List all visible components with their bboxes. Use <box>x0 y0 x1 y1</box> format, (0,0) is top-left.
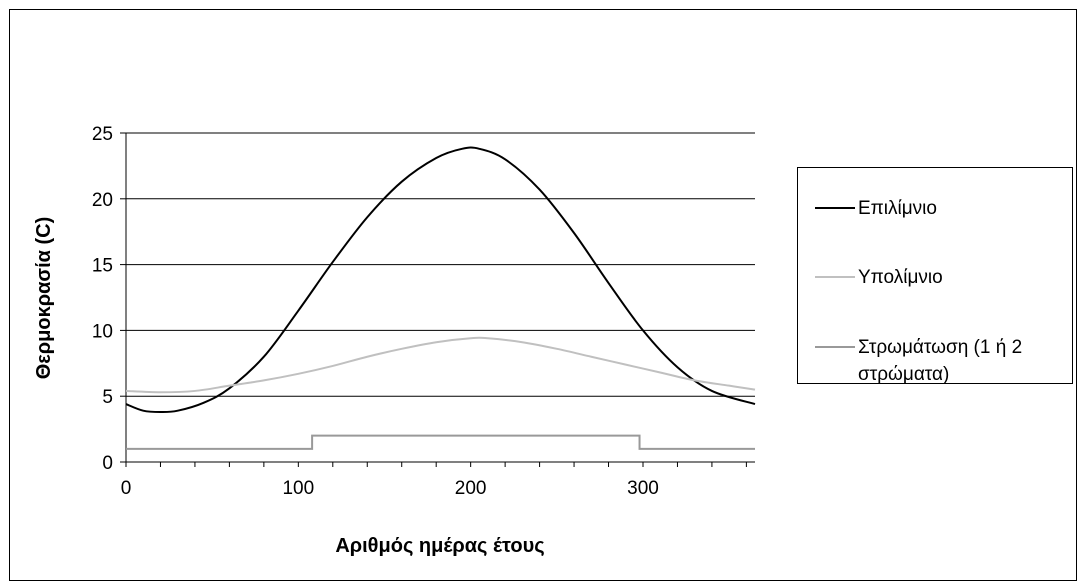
legend-swatch <box>815 276 855 278</box>
x-tick-label: 300 <box>627 478 659 499</box>
legend-label: Στρωμάτωση (1 ή 2 στρώματα) <box>858 337 1023 385</box>
series-line-2 <box>125 336 756 394</box>
legend-item-1: Επιλίμνιο <box>815 195 1066 255</box>
y-tick-label: 20 <box>92 190 113 211</box>
legend: Επιλίμνιο Υπολίμνιο Στρωμάτωση (1 ή 2 στρώ… <box>797 167 1073 385</box>
series-lines <box>125 146 756 450</box>
legend-label: Επιλίμνιο <box>858 198 937 219</box>
y-tick-label: 0 <box>102 453 113 474</box>
legend-swatch <box>815 207 855 209</box>
axes <box>120 132 755 467</box>
x-tick-label: 100 <box>282 478 314 499</box>
y-tick-label: 5 <box>102 387 113 408</box>
x-axis-title: Αριθμός ημέρας έτους <box>335 535 544 557</box>
y-tick-label: 10 <box>92 321 113 342</box>
legend-item-3: Στρωμάτωση (1 ή 2 στρώματα) <box>815 334 1066 394</box>
tick-labels: 0 5 10 15 20 25 0 100 200 300 <box>92 124 659 499</box>
y-axis-title: Θερμοκρασία (C) <box>33 217 55 380</box>
x-tick-label: 200 <box>455 478 487 499</box>
legend-item-2: Υπολίμνιο <box>815 264 1066 324</box>
legend-swatch <box>815 346 855 348</box>
series-line-3 <box>126 434 755 450</box>
x-tick-label: 0 <box>121 478 132 499</box>
y-tick-label: 15 <box>92 256 113 277</box>
gridlines <box>126 132 755 397</box>
y-tick-label: 25 <box>92 124 113 145</box>
legend-label: Υπολίμνιο <box>858 267 943 288</box>
series-line-1 <box>125 146 756 414</box>
